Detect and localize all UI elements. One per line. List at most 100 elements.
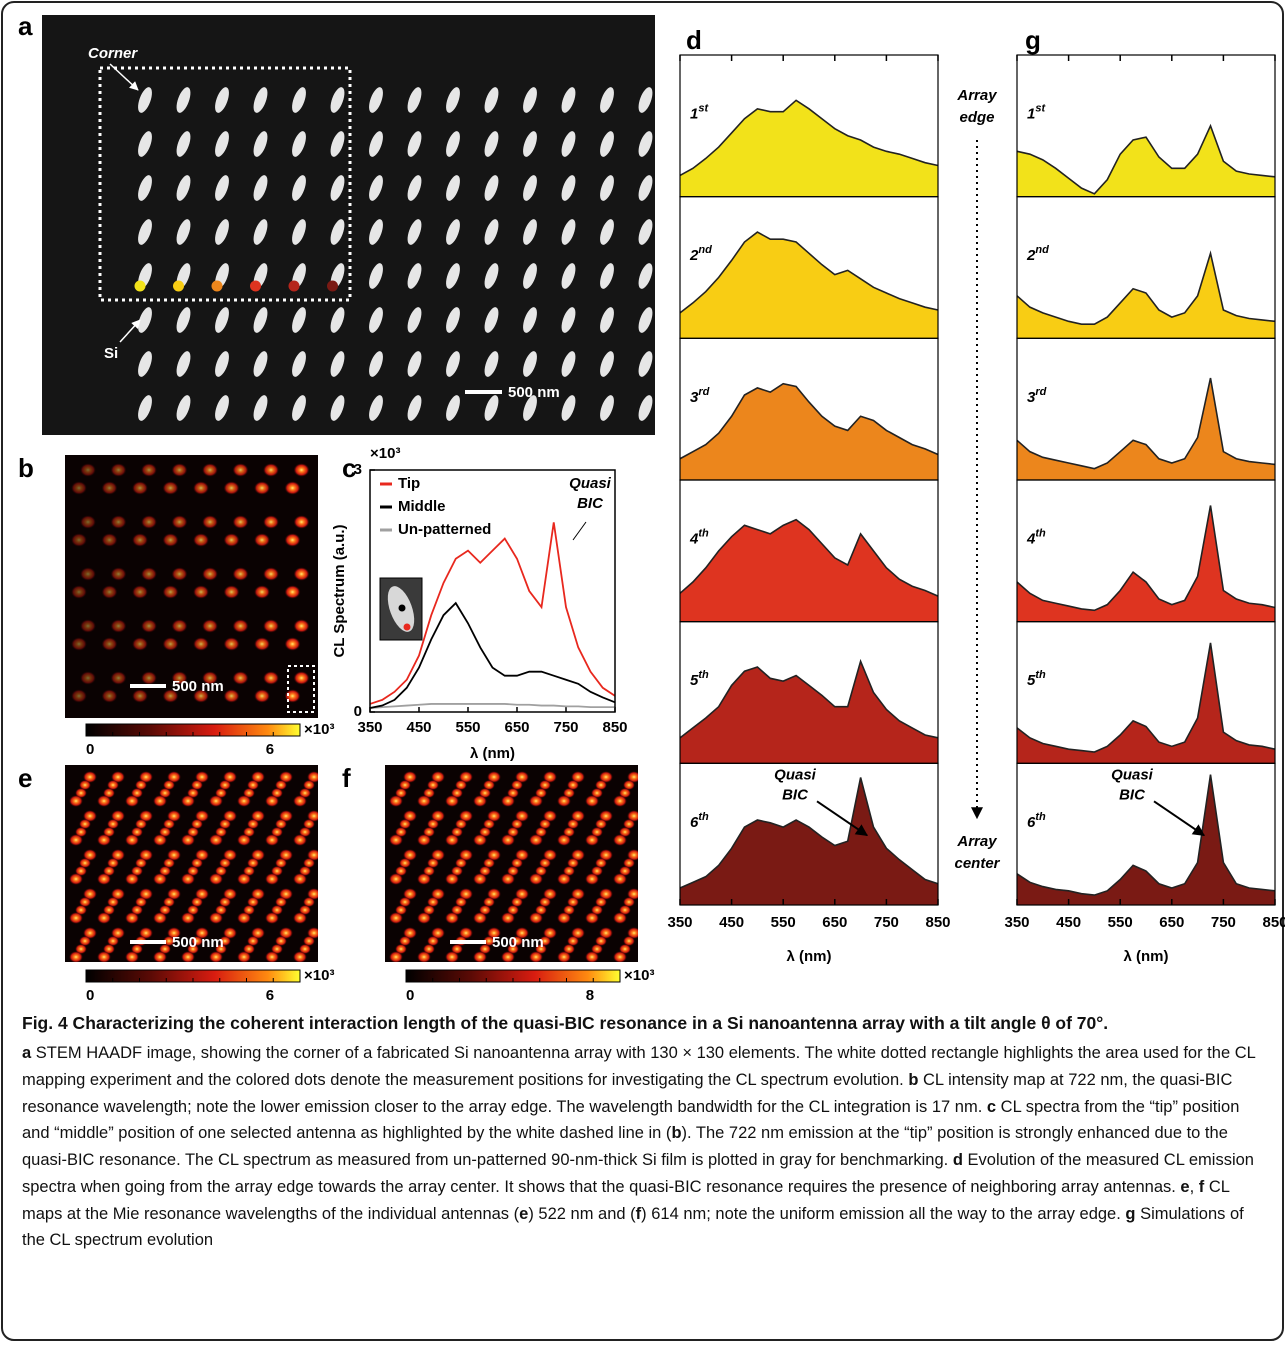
- corner-label: Corner: [88, 45, 138, 62]
- cl-blob: [191, 935, 203, 947]
- cl-blob: [237, 951, 251, 962]
- caption-run: c: [986, 1097, 997, 1116]
- caption-run: f: [635, 1204, 642, 1223]
- colorbar-min: 0: [86, 987, 94, 1004]
- cl-blob: [595, 935, 607, 947]
- cl-blob: [459, 810, 473, 822]
- antenna: [330, 395, 345, 421]
- cl-blob: [417, 834, 431, 846]
- antenna: [446, 351, 460, 377]
- cl-blob: [399, 779, 411, 791]
- caption-run: f: [1198, 1177, 1205, 1196]
- cl-blob: [487, 927, 501, 939]
- cl-blob: [191, 818, 203, 830]
- cl-blob: [139, 888, 153, 900]
- caption-run: ,: [1189, 1177, 1199, 1196]
- antenna: [407, 87, 422, 113]
- cl-blob: [293, 834, 307, 846]
- cl-blob: [71, 585, 87, 599]
- annotation: Quasi: [1111, 766, 1154, 783]
- cl-blob: [529, 795, 543, 807]
- spectrum-area: [1017, 774, 1275, 905]
- spectrum-area: [1017, 253, 1275, 339]
- colorbar-min: 0: [86, 741, 94, 758]
- caption-run: b: [908, 1070, 919, 1089]
- spectrum-line: [679, 777, 939, 889]
- cl-blob: [80, 619, 96, 633]
- label-sup: th: [698, 811, 709, 823]
- cl-blob: [223, 927, 237, 939]
- antenna: [561, 395, 576, 421]
- cl-blob: [209, 912, 223, 924]
- spectrum-line: [369, 522, 616, 705]
- cl-blob: [79, 857, 91, 869]
- cl-blob: [125, 834, 139, 846]
- cl-blob: [111, 849, 125, 861]
- label-sup: th: [698, 527, 709, 539]
- cl-blob: [209, 834, 223, 846]
- antenna: [215, 131, 229, 157]
- cl-blob: [293, 795, 307, 807]
- antenna: [446, 395, 460, 421]
- cl-blob: [389, 873, 403, 885]
- cl-blob: [251, 771, 265, 783]
- cl-blob: [69, 834, 83, 846]
- antenna: [638, 351, 653, 377]
- antenna: [138, 175, 152, 201]
- series-label: 1st: [690, 102, 709, 122]
- annotation: Quasi: [774, 766, 817, 783]
- cl-blob: [571, 771, 585, 783]
- series-label: 4th: [1026, 527, 1046, 547]
- x-tick-label: 750: [553, 719, 578, 736]
- cl-blob: [613, 912, 627, 924]
- antenna: [638, 307, 653, 333]
- array-center-label: Array: [956, 833, 997, 850]
- colorbar-unit: ×10³: [304, 967, 334, 984]
- x-tick-label: 350: [1004, 914, 1029, 931]
- measure-dot: [134, 280, 146, 292]
- cl-blob: [110, 463, 127, 477]
- cl-blob: [293, 951, 307, 962]
- cl-blob: [139, 810, 153, 822]
- legend-label: Un-patterned: [398, 521, 491, 538]
- cl-blob: [511, 779, 523, 791]
- antenna: [253, 307, 268, 333]
- antenna: [176, 307, 191, 333]
- cl-blob: [501, 834, 515, 846]
- cl-blob: [162, 585, 179, 599]
- cl-blob: [195, 771, 209, 783]
- series-label: 6th: [690, 811, 709, 831]
- cl-blob: [427, 779, 439, 791]
- cl-blob: [557, 834, 571, 846]
- cl-blob: [191, 896, 203, 908]
- antenna: [369, 131, 383, 157]
- cl-blob: [459, 927, 473, 939]
- antenna: [561, 307, 576, 333]
- cl-blob: [427, 818, 439, 830]
- cl-blob: [567, 818, 579, 830]
- cl-blob: [232, 567, 249, 581]
- antenna: [484, 395, 499, 421]
- y-tick-label: 0: [354, 703, 362, 720]
- annotation: BIC: [1119, 786, 1146, 803]
- measure-dot: [288, 280, 300, 292]
- cl-blob: [501, 873, 515, 885]
- cl-blob: [623, 896, 635, 908]
- cl-blob: [195, 849, 209, 861]
- cl-blob: [163, 857, 175, 869]
- cl-blob: [445, 951, 459, 962]
- antenna: [520, 437, 540, 466]
- antenna: [407, 175, 422, 201]
- cl-blob: [275, 896, 287, 908]
- x-tick-label: 550: [771, 914, 796, 931]
- antenna: [176, 219, 191, 245]
- antenna: [484, 219, 499, 245]
- cl-blob: [251, 927, 265, 939]
- cl-blob: [403, 771, 417, 783]
- cl-blob: [254, 585, 270, 599]
- antenna: [292, 219, 306, 245]
- scale-bar-label: 500 nm: [492, 934, 544, 951]
- y-tick-label: 3: [354, 461, 362, 478]
- cl-blob: [193, 689, 209, 703]
- cl-blob: [251, 849, 265, 861]
